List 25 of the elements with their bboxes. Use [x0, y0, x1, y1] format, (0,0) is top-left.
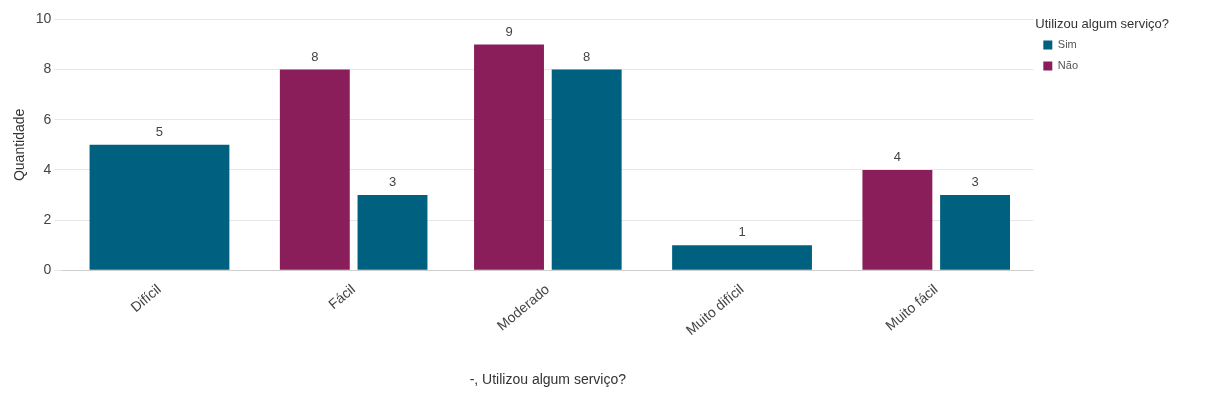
data-label: 1 [738, 224, 746, 240]
data-label: 9 [505, 23, 513, 39]
y-tick-label: 10 [35, 10, 52, 27]
bar [551, 69, 622, 270]
y-axis-title: Quantidade [11, 108, 28, 182]
bar [940, 195, 1011, 270]
legend-title: Utilizou algum serviço? [1035, 16, 1169, 32]
bar [279, 69, 350, 270]
x-axis-title: -, Utilizou algum serviço? [469, 371, 627, 388]
y-tick-label: 8 [43, 60, 52, 77]
y-tick-label: 2 [43, 211, 52, 227]
bar [862, 169, 933, 270]
y-tick-label: 6 [43, 110, 52, 127]
y-tick-label: 4 [43, 160, 52, 177]
y-tick-label: 0 [43, 261, 52, 278]
bar [474, 44, 544, 270]
legend-label: Sim [1057, 38, 1077, 51]
data-label: 3 [388, 174, 397, 190]
bar [357, 195, 428, 270]
data-label: 5 [155, 123, 164, 139]
legend-label: Não [1057, 59, 1079, 72]
data-label: 8 [583, 48, 591, 64]
data-label: 8 [311, 48, 319, 64]
data-label: 4 [893, 149, 902, 165]
data-label: 3 [971, 174, 979, 190]
